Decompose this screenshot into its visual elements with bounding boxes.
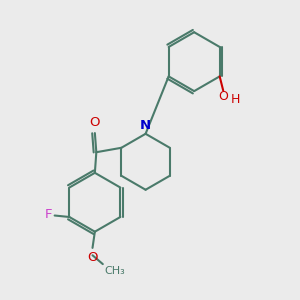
Text: H: H bbox=[231, 93, 241, 106]
Text: O: O bbox=[87, 251, 98, 264]
Text: N: N bbox=[140, 119, 151, 132]
Text: CH₃: CH₃ bbox=[104, 266, 125, 277]
Text: O: O bbox=[90, 116, 100, 129]
Text: O: O bbox=[218, 90, 228, 103]
Text: F: F bbox=[45, 208, 52, 221]
